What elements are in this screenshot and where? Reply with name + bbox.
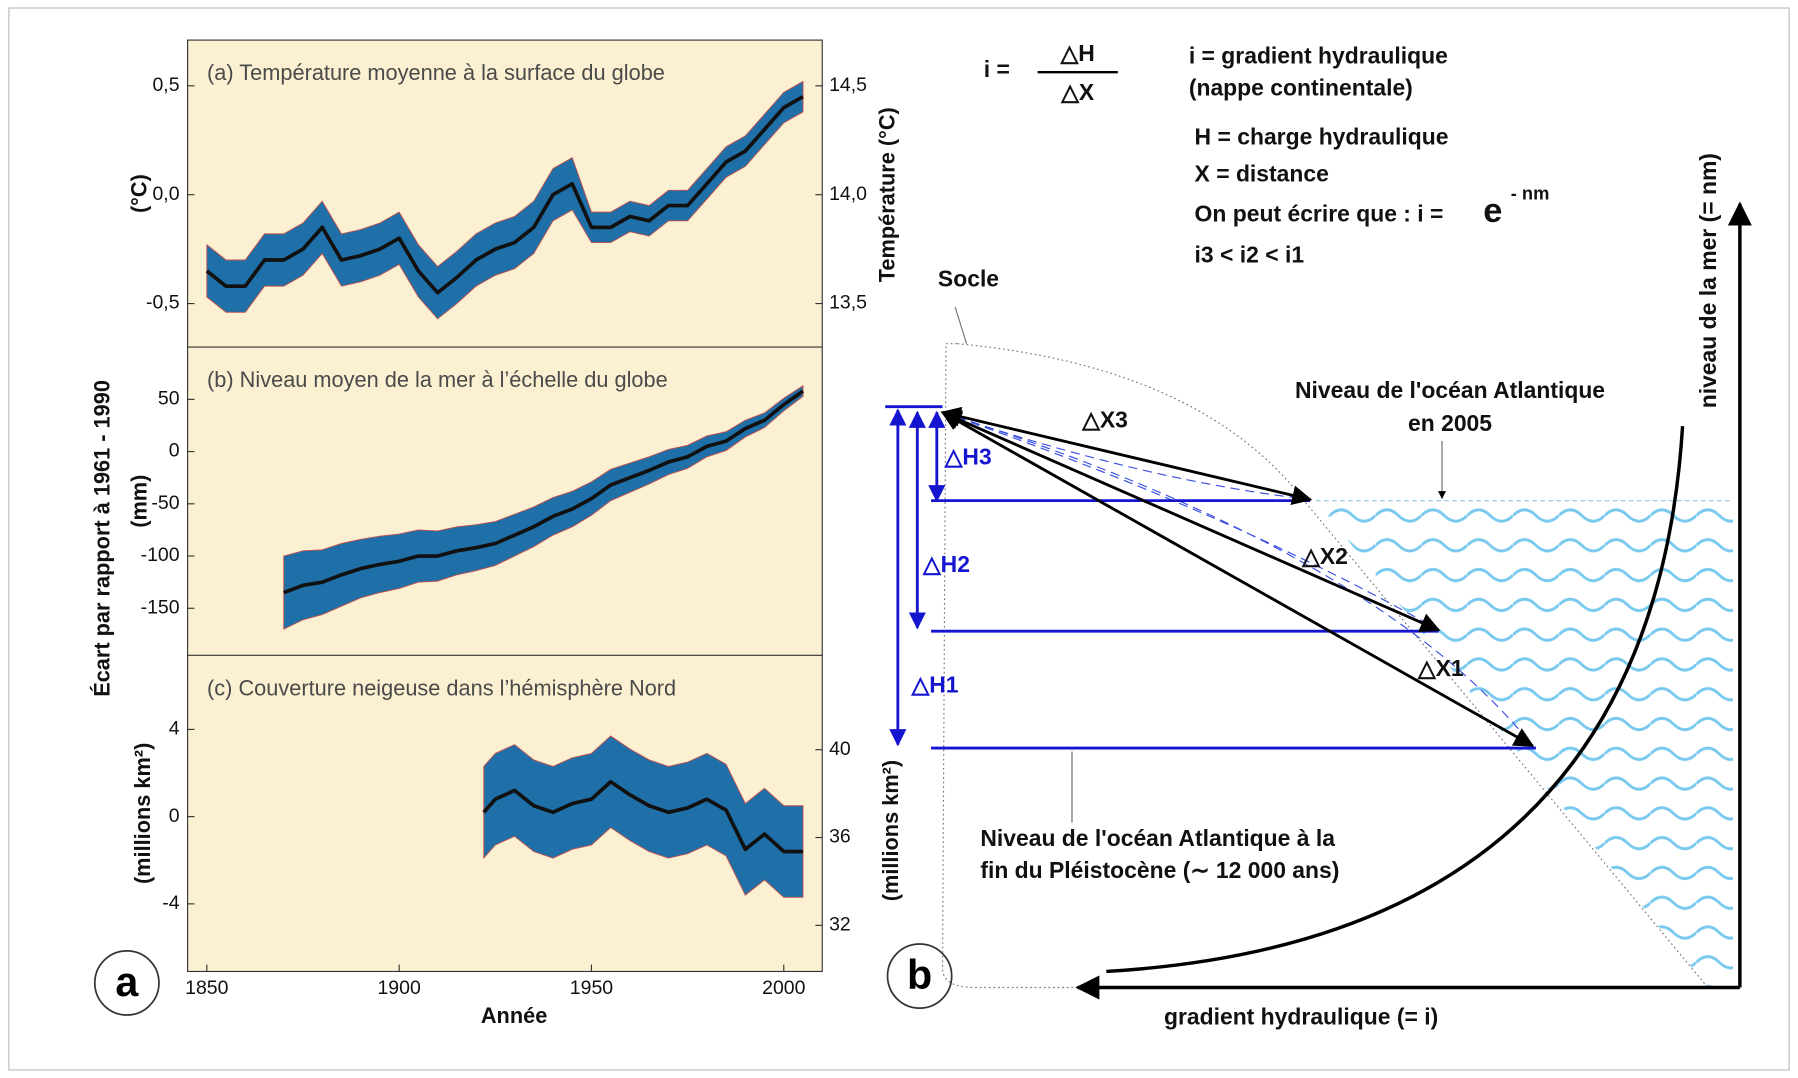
- y2-tick-label: 32: [829, 913, 851, 935]
- uncertainty-band: [483, 735, 804, 898]
- level-label: Niveau de l'océan Atlantique à la: [980, 825, 1335, 851]
- x-axis-title: gradient hydraulique (= i): [1164, 1003, 1438, 1029]
- y-unit-label: (millions km²): [130, 743, 155, 884]
- formula-denominator: △X: [1060, 79, 1095, 105]
- gradient-curve: [1106, 426, 1685, 974]
- uncertainty-band: [283, 384, 804, 630]
- y2-tick-label: 40: [829, 738, 851, 760]
- panel-letter: a: [115, 959, 139, 1005]
- y-tick-label: 0,5: [152, 74, 179, 96]
- y2-tick-label: 14,5: [829, 74, 867, 96]
- y-tick-label: 50: [158, 387, 180, 409]
- y-tick-label: -0,5: [146, 292, 180, 314]
- panel-title: (c) Couverture neigeuse dans l’hémisphèr…: [207, 675, 676, 700]
- panel-badge: [93, 949, 160, 1016]
- panel-title: (a) Température moyenne à la surface du …: [207, 60, 665, 85]
- level-label: en 2005: [1408, 410, 1492, 436]
- y2-unit-label: Température (°C): [874, 107, 899, 282]
- y2-tick-label: 13,5: [829, 292, 867, 314]
- level-label: Niveau de l'océan Atlantique: [1295, 377, 1605, 403]
- dx-label: △X2: [1301, 543, 1348, 569]
- y2-tick-label: 14,0: [829, 183, 867, 205]
- y2-tick-label: 36: [829, 826, 851, 848]
- y-tick-label: -4: [162, 892, 179, 914]
- uncertainty-band: [206, 80, 804, 320]
- relation: On peut écrire que : i =: [1195, 200, 1444, 226]
- definition: X = distance: [1195, 160, 1329, 186]
- charts: (a) Température moyenne à la surface du …: [126, 60, 903, 999]
- y-tick-label: -150: [141, 596, 180, 618]
- y-axis-title: niveau de la mer (= nm): [1695, 153, 1721, 408]
- relation-base: e: [1483, 192, 1502, 230]
- x-tick-label: 1900: [377, 977, 420, 999]
- definition: i = gradient hydraulique: [1189, 42, 1448, 68]
- dh-label: △H3: [944, 443, 992, 469]
- y-tick-label: 4: [169, 718, 180, 740]
- dh-label: △H2: [922, 551, 970, 577]
- y-tick-label: 0,0: [152, 183, 179, 205]
- x-axis-label: Année: [481, 1003, 547, 1028]
- trend-line: [482, 779, 804, 854]
- level-label: fin du Pléistocène (∼ 12 000 ans): [980, 857, 1339, 883]
- formula-numerator: △H: [1060, 40, 1095, 66]
- x-tick-label: 1850: [185, 977, 228, 999]
- panel-badge: [886, 943, 953, 1009]
- diagram: i = △H △X i = gradient hydraulique (napp…: [885, 40, 1752, 1029]
- formula-lhs: i =: [984, 56, 1010, 82]
- order: i3 < i2 < i1: [1195, 242, 1305, 268]
- trend-line: [205, 95, 804, 295]
- y-axis-label: Écart par rapport à 1961 - 1990: [90, 380, 115, 697]
- dh-label: △H1: [911, 671, 959, 697]
- pointer: [954, 306, 968, 344]
- socle-label: Socle: [938, 266, 999, 292]
- panel-letter: b: [907, 952, 932, 998]
- dx-arrow: [940, 411, 1535, 748]
- definition: H = charge hydraulique: [1195, 124, 1449, 150]
- relation-exponent: - nm: [1511, 183, 1550, 204]
- y2-unit-label: (millions km²): [878, 760, 903, 901]
- trend-line: [283, 389, 805, 595]
- definition: (nappe continentale): [1189, 74, 1413, 100]
- panel-title: (b) Niveau moyen de la mer à l’échelle d…: [207, 367, 668, 392]
- y-tick-label: -100: [141, 544, 180, 566]
- x-tick-label: 2000: [762, 977, 805, 999]
- dx-label: △X3: [1081, 407, 1128, 433]
- dx-label: △X1: [1417, 655, 1464, 681]
- y-unit-label: (°C): [126, 174, 151, 213]
- y-tick-label: 0: [169, 805, 180, 827]
- y-tick-label: 0: [169, 440, 180, 462]
- y-unit-label: (mm): [126, 475, 151, 528]
- x-tick-label: 1950: [570, 977, 613, 999]
- y-tick-label: -50: [151, 492, 179, 514]
